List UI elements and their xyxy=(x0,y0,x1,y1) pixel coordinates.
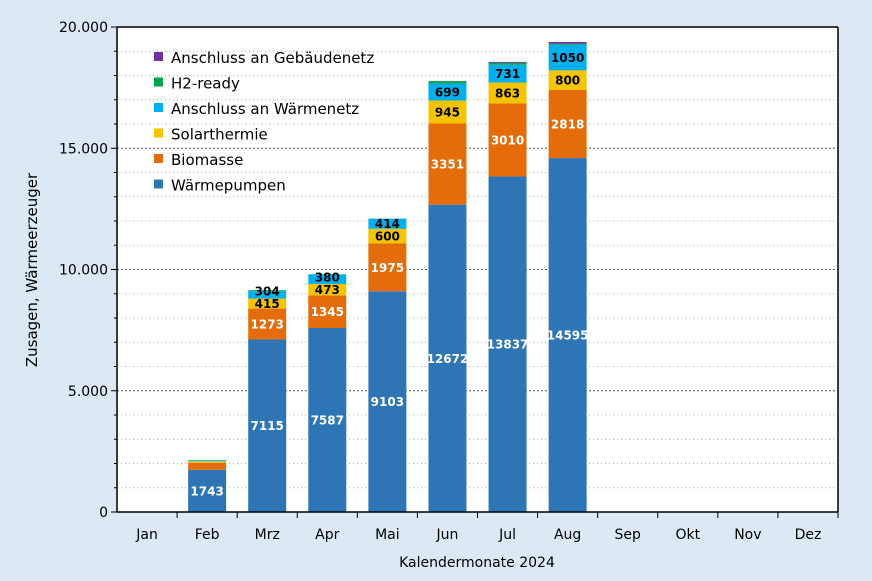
data-label: 1050 xyxy=(551,51,584,65)
x-tick-label: Jul xyxy=(498,527,516,543)
x-tick-label: Feb xyxy=(195,527,220,543)
bar-segment xyxy=(308,295,347,329)
bar-segment xyxy=(548,70,587,90)
bar-segment xyxy=(548,44,587,71)
y-tick-label: 5.000 xyxy=(68,384,108,400)
legend-swatch xyxy=(154,52,163,61)
data-label: 800 xyxy=(555,74,580,88)
bar-segment xyxy=(488,64,527,83)
data-label: 699 xyxy=(435,86,460,100)
bar-segment xyxy=(248,291,287,299)
bar-segment xyxy=(548,43,587,45)
data-label: 945 xyxy=(435,105,460,119)
bar-segment xyxy=(368,228,407,244)
legend-swatch xyxy=(154,77,163,87)
bar-segment xyxy=(248,339,287,512)
x-tick-label: Dez xyxy=(795,527,822,543)
bar-segment xyxy=(428,204,467,513)
x-tick-label: Apr xyxy=(315,527,339,543)
legend-swatch xyxy=(154,179,163,189)
data-label: 12672 xyxy=(427,352,469,366)
bar-segment xyxy=(428,123,467,205)
bar-segment xyxy=(248,308,287,340)
legend-swatch xyxy=(154,154,163,163)
y-tick-label: 0 xyxy=(99,505,108,521)
bar-segment xyxy=(488,176,527,512)
x-tick-label: Nov xyxy=(734,527,761,543)
legend-label: H2-ready xyxy=(171,75,240,93)
x-tick-label: Aug xyxy=(554,527,581,543)
x-tick-label: Mrz xyxy=(255,527,280,543)
bar-segment xyxy=(488,62,527,65)
data-label: 863 xyxy=(495,86,520,100)
x-tick-label: Okt xyxy=(675,527,700,543)
bar-segment xyxy=(368,291,407,512)
x-tick-label: Jan xyxy=(135,527,158,543)
data-label: 3010 xyxy=(491,133,524,147)
data-label: 414 xyxy=(375,217,400,231)
bar-segment xyxy=(548,41,587,44)
data-label: 7587 xyxy=(311,414,344,428)
data-label: 731 xyxy=(495,67,520,81)
bar-segment xyxy=(428,100,467,124)
data-label: 1743 xyxy=(190,484,223,498)
bar-segment xyxy=(188,460,227,462)
bar-segment xyxy=(308,274,347,284)
bar-segment xyxy=(488,82,527,104)
x-tick-label: Sep xyxy=(615,527,642,543)
legend-swatch xyxy=(154,128,163,138)
bar-segment xyxy=(548,89,587,159)
bar-segment xyxy=(368,218,407,229)
y-tick-label: 10.000 xyxy=(59,263,108,279)
x-axis-label: Kalendermonate 2024 xyxy=(399,555,555,571)
y-tick-label: 15.000 xyxy=(59,141,108,157)
data-label: 473 xyxy=(315,283,340,297)
bar-segment xyxy=(428,83,467,101)
legend-label: Biomasse xyxy=(171,151,243,169)
data-label: 1345 xyxy=(311,305,344,319)
bar-segment xyxy=(488,61,527,63)
legend-label: Anschluss an Gebäudenetz xyxy=(171,49,374,67)
data-label: 1273 xyxy=(251,318,284,332)
legend-swatch xyxy=(154,103,163,112)
data-label: 7115 xyxy=(251,419,284,433)
bar-segment xyxy=(308,283,347,296)
bar-segment xyxy=(368,243,407,292)
bar-segment xyxy=(248,298,287,309)
bar-segment xyxy=(308,328,347,512)
data-label: 13837 xyxy=(487,338,529,352)
legend-label: Solarthermie xyxy=(171,126,268,144)
data-label: 380 xyxy=(315,271,340,285)
legend-label: Wärmepumpen xyxy=(171,177,286,195)
data-label: 415 xyxy=(255,297,280,311)
bar-segment xyxy=(428,81,467,84)
x-tick-label: Jun xyxy=(436,527,459,543)
data-label: 304 xyxy=(255,285,280,299)
bar-segment xyxy=(188,461,227,463)
data-label: 9103 xyxy=(371,395,404,409)
y-tick-label: 20.000 xyxy=(59,20,108,36)
bar-segment xyxy=(188,469,227,512)
legend-label: Anschluss an Wärmenetz xyxy=(171,100,359,118)
data-label: 14595 xyxy=(547,329,589,343)
data-label: 600 xyxy=(375,230,400,244)
bar-segment xyxy=(248,290,287,292)
bar-segment xyxy=(548,158,587,513)
data-label: 3351 xyxy=(431,158,464,172)
y-axis-label: Zusagen, Wärmeerzeuger xyxy=(23,172,41,367)
x-tick-label: Mai xyxy=(375,527,400,543)
bar-segment xyxy=(188,462,227,470)
data-label: 1975 xyxy=(371,261,404,275)
bar-segment xyxy=(488,103,527,177)
data-label: 2818 xyxy=(551,117,584,131)
